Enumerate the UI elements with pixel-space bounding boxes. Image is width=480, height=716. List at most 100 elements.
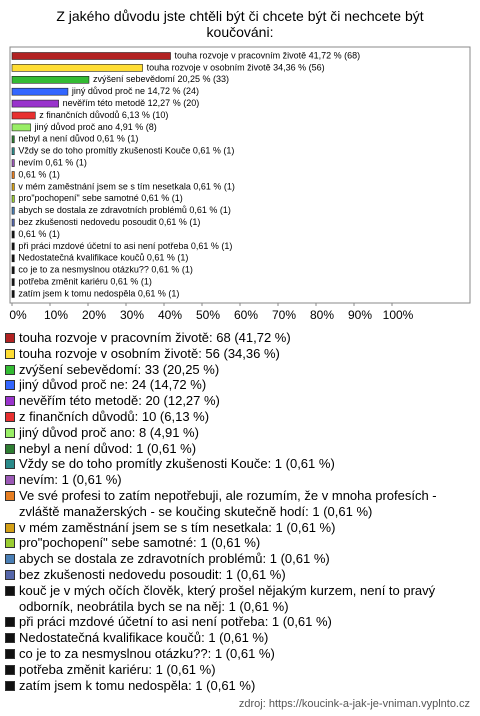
legend-swatch — [5, 411, 15, 422]
legend-label: Vždy se do toho promítly zkušenosti Kouč… — [19, 456, 335, 472]
bar — [11, 230, 15, 239]
bar — [11, 147, 15, 155]
legend-label: pro"pochopení" sebe samotné: 1 (0,61 %) — [19, 535, 261, 551]
legend-item: jiný důvod proč ano: 8 (4,91 %) — [5, 425, 471, 441]
bar-label: 0,61 % (1) — [18, 229, 60, 239]
legend-label: potřeba změnit kariéru: 1 (0,61 %) — [19, 661, 216, 677]
x-tick-label: 70% — [272, 308, 296, 322]
bar-label: nebyl a není důvod 0,61 % (1) — [18, 134, 138, 144]
legend-swatch — [5, 364, 15, 375]
bar — [11, 171, 15, 179]
legend-swatch — [5, 569, 15, 580]
legend-label: Nedostatečná kvalifikace koučů: 1 (0,61 … — [19, 630, 269, 646]
legend-label: nevěřím této metodě: 20 (12,27 %) — [19, 393, 220, 409]
legend-label: zatím jsem k tomu nedospěla: 1 (0,61 %) — [19, 677, 256, 693]
legend-swatch — [5, 633, 15, 644]
legend-swatch — [5, 522, 15, 533]
legend-item: z finančních důvodů: 10 (6,13 %) — [5, 409, 471, 425]
legend-item: při práci mzdové účetní to asi není potř… — [5, 614, 471, 630]
bar-label: co je to za nesmyslnou otázku?? 0,61 % (… — [18, 265, 193, 275]
bar-label: touha rozvoje v osobním životě 34,36 % (… — [147, 62, 325, 72]
legend-label: abych se dostala ze zdravotních problémů… — [19, 551, 330, 567]
legend-label: při práci mzdové účetní to asi není potř… — [19, 614, 332, 630]
bar-label: pro"pochopení" sebe samotné 0,61 % (1) — [18, 193, 183, 203]
x-tick-label: 30% — [120, 308, 144, 322]
bar-label: abych se dostala ze zdravotních problémů… — [18, 205, 231, 215]
legend-item: Ve své profesi to zatím nepotřebuji, ale… — [5, 488, 471, 520]
legend-swatch — [5, 490, 15, 501]
x-tick-label: 40% — [158, 308, 182, 322]
legend-swatch — [5, 680, 15, 691]
bar-label: při práci mzdové účetní to asi není potř… — [18, 241, 232, 251]
legend-swatch — [5, 585, 15, 596]
x-tick-label: 100% — [383, 308, 414, 322]
legend-item: jiný důvod proč ne: 24 (14,72 %) — [5, 377, 471, 393]
legend-item: kouč je v mých očích člověk, který proše… — [5, 583, 471, 615]
bar — [11, 135, 15, 144]
legend-item: Nedostatečná kvalifikace koučů: 1 (0,61 … — [5, 630, 471, 646]
bar — [11, 278, 15, 286]
source: zdroj: https://koucink-a-jak-je-vniman.v… — [238, 698, 470, 710]
bar — [11, 254, 15, 263]
bar-label: Vždy se do toho promítly zkušenosti Kouč… — [18, 146, 234, 156]
bar-label: nevím 0,61 % (1) — [18, 157, 87, 167]
legend-label: jiný důvod proč ano: 8 (4,91 %) — [19, 424, 199, 440]
legend-swatch — [5, 459, 15, 470]
bar-label: jiný důvod proč ne 14,72 % (24) — [71, 86, 199, 96]
legend-label: Ve své profesi to zatím nepotřebuji, ale… — [19, 487, 437, 519]
bar — [11, 242, 15, 251]
bar — [11, 123, 31, 132]
legend-item: abych se dostala ze zdravotních problémů… — [5, 551, 471, 567]
legend-item: potřeba změnit kariéru: 1 (0,61 %) — [5, 662, 471, 678]
legend-label: kouč je v mých očích člověk, který proše… — [19, 582, 436, 614]
bar-label: nevěřím této metodě 12,27 % (20) — [63, 98, 200, 108]
legend-item: bez zkušenosti nedovedu posoudit: 1 (0,6… — [5, 567, 471, 583]
legend: touha rozvoje v pracovním životě: 68 (41… — [5, 330, 471, 693]
x-tick-label: 80% — [310, 308, 334, 322]
legend-swatch — [5, 333, 15, 343]
legend-swatch — [5, 396, 15, 407]
legend-label: jiný důvod proč ne: 24 (14,72 %) — [19, 377, 207, 393]
legend-item: touha rozvoje v osobním životě: 56 (34,3… — [5, 346, 471, 362]
legend-swatch — [5, 664, 15, 675]
bar — [11, 218, 15, 227]
legend-item: zatím jsem k tomu nedospěla: 1 (0,61 %) — [5, 678, 471, 694]
bar-label: 0,61 % (1) — [18, 169, 60, 179]
bar — [11, 183, 15, 191]
bar — [11, 195, 15, 203]
bar — [11, 159, 15, 167]
legend-item: touha rozvoje v pracovním životě: 68 (41… — [5, 330, 471, 346]
legend-swatch — [5, 648, 15, 659]
chart: 0% 10% 20% 30% 40% 50% 60% 70% 80% 90% 100% touha r… — [9, 46, 471, 322]
legend-item: nevěřím této metodě: 20 (12,27 %) — [5, 393, 471, 409]
legend-label: co je to za nesmyslnou otázku??: 1 (0,61… — [19, 645, 275, 661]
legend-swatch — [5, 475, 15, 486]
legend-swatch — [5, 617, 15, 628]
legend-label: v mém zaměstnání jsem se s tím nesetkala… — [19, 519, 336, 535]
legend-label: nebyl a není důvod: 1 (0,61 %) — [19, 440, 197, 456]
bar-label: touha rozvoje v pracovním životě 41,72 %… — [175, 50, 361, 60]
x-tick-label: 90% — [348, 308, 372, 322]
bar-label: v mém zaměstnání jsem se s tím nesetkala… — [18, 181, 235, 191]
bar — [11, 111, 36, 120]
legend-label: zvýšení sebevědomí: 33 (20,25 %) — [19, 361, 220, 377]
legend-swatch — [5, 554, 15, 565]
bar — [11, 290, 15, 298]
bar — [11, 87, 69, 96]
legend-label: bez zkušenosti nedovedu posoudit: 1 (0,6… — [19, 566, 286, 582]
bar — [11, 99, 59, 108]
legend-item: nevím: 1 (0,61 %) — [5, 472, 471, 488]
bar — [11, 52, 171, 60]
bar-label: bez zkušenosti nedovedu posoudit 0,61 % … — [18, 217, 200, 227]
legend-label: z finančních důvodů: 10 (6,13 %) — [19, 408, 210, 424]
bar-label: z finančních důvodů 6,13 % (10) — [39, 110, 168, 120]
legend-item: co je to za nesmyslnou otázku??: 1 (0,61… — [5, 646, 471, 662]
chart-title: Z jakého důvodu jste chtěli být či chcet… — [56, 8, 424, 40]
x-tick-label: 10% — [44, 308, 68, 322]
legend-swatch — [5, 348, 15, 359]
legend-item: zvýšení sebevědomí: 33 (20,25 %) — [5, 362, 471, 378]
legend-swatch — [5, 443, 15, 454]
bar-label: jiný důvod proč ano 4,91 % (8) — [34, 122, 157, 132]
legend-swatch — [5, 427, 15, 438]
